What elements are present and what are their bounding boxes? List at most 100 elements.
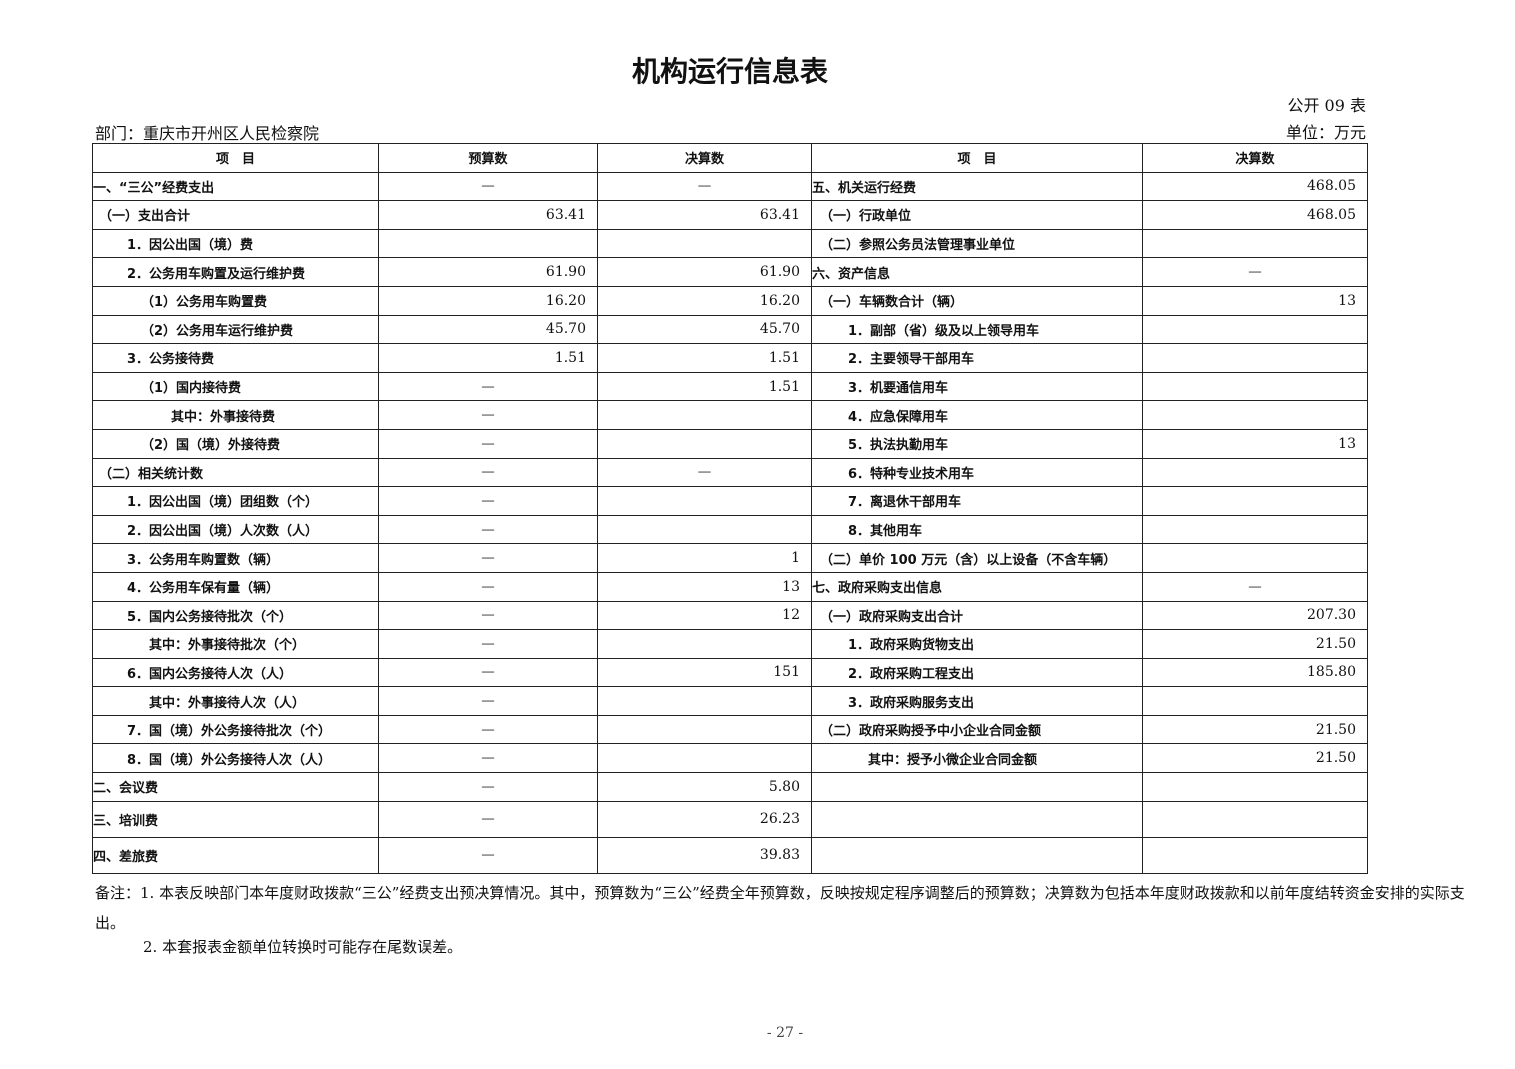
right-item-label: （一）车辆数合计（辆） — [811, 285, 1143, 316]
budget-value: — — [378, 836, 598, 874]
right-final-value — [1142, 772, 1368, 802]
table-number: 公开 09 表 — [1287, 96, 1366, 115]
page-title: 机构运行信息表 — [631, 55, 828, 88]
table-row: （1）国内接待费 —1.51 3．机要通信用车 — [92, 371, 1368, 402]
right-final-value — [1142, 343, 1368, 373]
table-row: 三、培训费 —26.23 — [92, 800, 1368, 838]
right-item-label: 8．其他用车 — [811, 514, 1143, 545]
table-row: （2）国（境）外接待费 — 5．执法执勤用车 13 — [92, 428, 1368, 459]
right-final-value: 13 — [1142, 428, 1368, 459]
unit-label: 单位：万元 — [1285, 123, 1366, 142]
right-final-value — [1142, 800, 1368, 838]
table-row: 四、差旅费 —39.83 — [92, 836, 1368, 874]
right-final-value — [1142, 400, 1368, 430]
item-label: 7．国（境）外公务接待批次（个） — [92, 714, 379, 745]
right-final-value: 13 — [1142, 285, 1368, 316]
header-final-right: 决算数 — [1142, 143, 1368, 173]
item-label: 三、培训费 — [92, 800, 379, 838]
final-value: 13 — [597, 571, 812, 602]
final-value: 45.70 — [597, 314, 812, 345]
right-final-value — [1142, 836, 1368, 874]
final-value: 61.90 — [597, 257, 812, 287]
table-row: 一、“三公”经费支出 — — 五、机关运行经费 468.05 — [92, 171, 1368, 202]
right-item-label: 五、机关运行经费 — [811, 171, 1143, 202]
table-row: 3．公务接待费 1.51 1.51 2．主要领导干部用车 — [92, 343, 1368, 373]
table-row: 其中：外事接待人次（人） — 3．政府采购服务支出 — [92, 686, 1368, 716]
table-row: 8．国（境）外公务接待人次（人） — 其中：授予小微企业合同金额 21.50 — [92, 743, 1368, 774]
item-label: 一、“三公”经费支出 — [92, 171, 379, 202]
right-final-value: 21.50 — [1142, 714, 1368, 745]
table-row: 二、会议费 —5.80 — [92, 772, 1368, 802]
item-label: 1．因公出国（境）费 — [92, 228, 379, 259]
table-row: 7．国（境）外公务接待批次（个） — （二）政府采购授予中小企业合同金额 21.50 — [92, 714, 1368, 745]
header-item: 项 目 — [92, 143, 379, 173]
item-label: （2）公务用车运行维护费 — [92, 314, 379, 345]
right-item-label: （二）政府采购授予中小企业合同金额 — [811, 714, 1143, 745]
table-header-row: 项 目 预算数 决算数 项 目 决算数 — [92, 143, 1368, 173]
department-label: 部门：重庆市开州区人民检察院 — [95, 124, 320, 143]
final-value — [597, 743, 812, 774]
item-label: 其中：外事接待费 — [92, 400, 379, 430]
right-final-value: 468.05 — [1142, 200, 1368, 230]
right-item-label: 6．特种专业技术用车 — [811, 457, 1143, 488]
right-final-value: 21.50 — [1142, 629, 1368, 659]
table-row: （1）公务用车购置费 16.20 16.20 （一）车辆数合计（辆） 13 — [92, 285, 1368, 316]
right-item-label: 1．副部（省）级及以上领导用车 — [811, 314, 1143, 345]
budget-value: — — [378, 171, 598, 202]
right-final-value: 185.80 — [1142, 657, 1368, 688]
right-item-label: 7．离退休干部用车 — [811, 486, 1143, 516]
final-value: 16.20 — [597, 285, 812, 316]
final-value: 1.51 — [597, 371, 812, 402]
table-row: 2．公务用车购置及运行维护费 61.90 61.90 六、资产信息 — — [92, 257, 1368, 287]
budget-value: — — [378, 629, 598, 659]
header-budget: 预算数 — [378, 143, 598, 173]
table-row: 5．国内公务接待批次（个） —12 （一）政府采购支出合计 207.30 — [92, 600, 1368, 631]
right-final-value — [1142, 314, 1368, 345]
right-item-label — [811, 800, 1143, 838]
right-item-label: （二）单价 100 万元（含）以上设备（不含车辆） — [811, 543, 1143, 573]
right-item-label: 七、政府采购支出信息 — [811, 571, 1143, 602]
final-value — [597, 629, 812, 659]
note-1: 备注：1. 本表反映部门本年度财政拨款“三公”经费支出预决算情况。其中，预算数为… — [95, 884, 1465, 932]
budget-value: — — [378, 543, 598, 573]
item-label: 其中：外事接待批次（个） — [92, 629, 379, 659]
right-final-value: — — [1142, 257, 1368, 287]
final-value — [597, 714, 812, 745]
final-value: 1.51 — [597, 343, 812, 373]
item-label: 8．国（境）外公务接待人次（人） — [92, 743, 379, 774]
budget-value: — — [378, 743, 598, 774]
item-label: 3．公务接待费 — [92, 343, 379, 373]
item-label: （1）国内接待费 — [92, 371, 379, 402]
right-item-label: 4．应急保障用车 — [811, 400, 1143, 430]
table-row: 4．公务用车保有量（辆） —13 七、政府采购支出信息 — — [92, 571, 1368, 602]
item-label: （一）支出合计 — [92, 200, 379, 230]
item-label: 2．公务用车购置及运行维护费 — [92, 257, 379, 287]
table-row: （2）公务用车运行维护费 45.70 45.70 1．副部（省）级及以上领导用车 — [92, 314, 1368, 345]
budget-value: 45.70 — [378, 314, 598, 345]
right-item-label: 六、资产信息 — [811, 257, 1143, 287]
right-final-value — [1142, 371, 1368, 402]
right-item-label: 其中：授予小微企业合同金额 — [811, 743, 1143, 774]
item-label: 四、差旅费 — [92, 836, 379, 874]
final-value — [597, 228, 812, 259]
right-final-value — [1142, 457, 1368, 488]
info-table: 项 目 预算数 决算数 项 目 决算数 一、“三公”经费支出 — — 五、机关运行经费… — [92, 143, 1368, 874]
budget-value: — — [378, 400, 598, 430]
note-2: 2. 本套报表金额单位转换时可能存在尾数误差。 — [143, 938, 463, 956]
final-value — [597, 428, 812, 459]
right-item-label: 5．执法执勤用车 — [811, 428, 1143, 459]
budget-value: — — [378, 371, 598, 402]
right-final-value: 207.30 — [1142, 600, 1368, 631]
table-row: 6．国内公务接待人次（人） —151 2．政府采购工程支出 185.80 — [92, 657, 1368, 688]
table-row: 2．因公出国（境）人次数（人） — 8．其他用车 — [92, 514, 1368, 545]
budget-value: — — [378, 800, 598, 838]
right-final-value — [1142, 486, 1368, 516]
table-row: 其中：外事接待费 — 4．应急保障用车 — [92, 400, 1368, 430]
right-item-label: （一）政府采购支出合计 — [811, 600, 1143, 631]
item-label: 1．因公出国（境）团组数（个） — [92, 486, 379, 516]
right-final-value — [1142, 543, 1368, 573]
right-item-label: 3．机要通信用车 — [811, 371, 1143, 402]
budget-value — [378, 228, 598, 259]
right-final-value — [1142, 228, 1368, 259]
